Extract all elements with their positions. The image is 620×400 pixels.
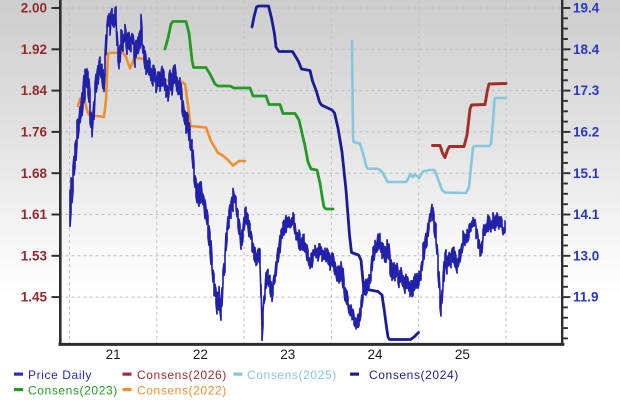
- svg-text:Consens(2023): Consens(2023): [28, 383, 118, 397]
- svg-text:25: 25: [455, 347, 470, 362]
- svg-text:1.68: 1.68: [21, 166, 48, 181]
- svg-text:13.0: 13.0: [573, 248, 599, 263]
- svg-text:18.4: 18.4: [573, 42, 600, 57]
- svg-text:14.1: 14.1: [573, 207, 600, 222]
- svg-text:19.4: 19.4: [573, 1, 600, 16]
- svg-text:24: 24: [367, 347, 383, 362]
- svg-text:22: 22: [193, 347, 208, 362]
- svg-text:23: 23: [280, 347, 295, 362]
- svg-text:16.2: 16.2: [573, 125, 599, 140]
- svg-text:1.76: 1.76: [21, 125, 48, 140]
- svg-text:Consens(2024): Consens(2024): [369, 368, 459, 382]
- svg-text:1.53: 1.53: [21, 248, 48, 263]
- svg-text:11.9: 11.9: [573, 290, 599, 305]
- svg-text:1.45: 1.45: [21, 290, 48, 305]
- svg-text:Consens(2026): Consens(2026): [137, 368, 227, 382]
- svg-text:Consens(2025): Consens(2025): [247, 368, 337, 382]
- svg-text:2.00: 2.00: [21, 1, 47, 16]
- svg-text:1.92: 1.92: [21, 42, 47, 57]
- svg-text:15.1: 15.1: [573, 166, 600, 181]
- svg-text:21: 21: [106, 347, 121, 362]
- svg-text:1.61: 1.61: [21, 207, 48, 222]
- svg-text:1.84: 1.84: [21, 83, 48, 98]
- svg-text:Price Daily: Price Daily: [28, 368, 92, 382]
- svg-text:Consens(2022): Consens(2022): [137, 383, 227, 397]
- svg-text:17.3: 17.3: [573, 83, 600, 98]
